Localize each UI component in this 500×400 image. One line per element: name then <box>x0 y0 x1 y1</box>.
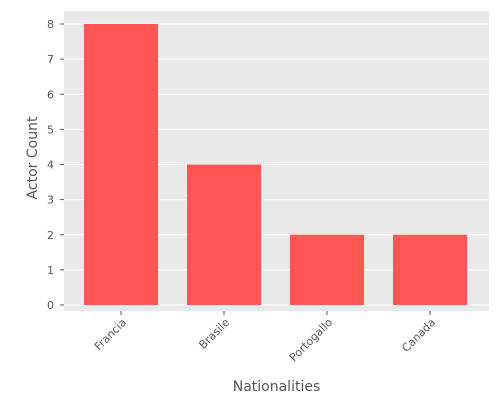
y-tick-label-0: 0 <box>47 299 54 312</box>
x-tick-label-portogallo: Portogallo <box>287 316 335 364</box>
y-axis-title: Actor Count <box>25 116 41 199</box>
bars <box>84 24 467 305</box>
x-tick-label-canada: Canada <box>399 316 438 355</box>
y-axis-ticks: 0 1 2 3 4 5 6 7 8 <box>47 18 64 312</box>
y-tick-label-7: 7 <box>47 53 54 66</box>
y-tick-label-3: 3 <box>47 194 54 207</box>
y-tick-label-1: 1 <box>47 264 54 277</box>
y-tick-label-6: 6 <box>47 88 54 101</box>
x-tick-label-brasile: Brasile <box>196 316 232 352</box>
y-tick-label-4: 4 <box>47 159 54 172</box>
x-axis-ticks: Francia Brasile Portogallo Canada <box>92 311 438 364</box>
bar-portogallo <box>290 234 364 305</box>
x-tick-label-francia: Francia <box>92 316 129 353</box>
bar-canada <box>393 234 467 305</box>
bar-francia <box>84 24 158 305</box>
x-axis-title: Nationalities <box>233 379 321 395</box>
bar-brasile <box>187 164 261 305</box>
y-tick-label-8: 8 <box>47 18 54 31</box>
y-tick-label-5: 5 <box>47 123 54 136</box>
y-tick-label-2: 2 <box>47 229 54 242</box>
